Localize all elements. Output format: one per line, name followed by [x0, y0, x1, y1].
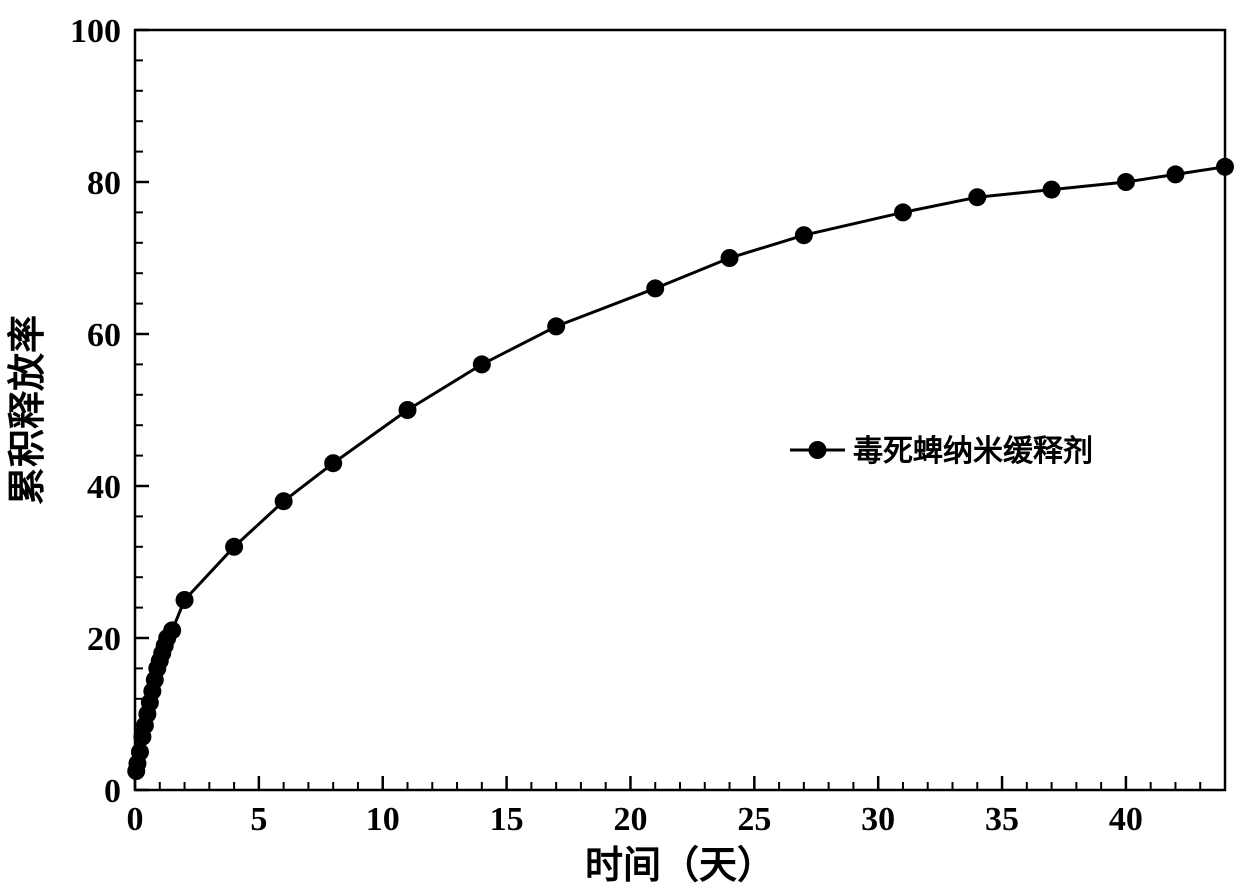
data-marker [131, 743, 149, 761]
y-tick-label: 40 [87, 469, 121, 506]
x-tick-label: 5 [250, 801, 267, 838]
y-tick-label: 100 [70, 13, 121, 50]
data-marker [275, 492, 293, 510]
data-marker [1117, 173, 1135, 191]
x-tick-label: 0 [127, 801, 144, 838]
x-tick-label: 30 [861, 801, 895, 838]
data-line [136, 167, 1225, 771]
y-tick-label: 60 [87, 317, 121, 354]
data-marker [795, 226, 813, 244]
legend: 毒死蜱纳米缓释剂 [790, 435, 1093, 468]
data-marker [176, 591, 194, 609]
data-marker [968, 188, 986, 206]
legend-marker-icon [809, 441, 827, 459]
x-tick-label: 35 [985, 801, 1019, 838]
data-marker [547, 317, 565, 335]
x-axis-title: 时间（天） [585, 845, 775, 887]
data-marker [1043, 181, 1061, 199]
y-tick-label: 20 [87, 621, 121, 658]
data-marker [894, 203, 912, 221]
x-tick-label: 40 [1109, 801, 1143, 838]
data-marker [1216, 158, 1234, 176]
y-tick-label: 80 [87, 165, 121, 202]
data-marker [721, 249, 739, 267]
data-marker [1166, 165, 1184, 183]
x-tick-label: 15 [490, 801, 524, 838]
chart-container: 0 5 10 15 20 25 30 35 40 0 20 40 60 80 100 时间（天） 累积释放率毒死… [0, 0, 1240, 891]
y-axis-title: 累积释放率 [7, 315, 49, 505]
x-tick-label: 20 [613, 801, 647, 838]
data-marker [324, 454, 342, 472]
x-tick-label: 10 [366, 801, 400, 838]
data-marker [163, 621, 181, 639]
legend-label: 毒死蜱纳米缓释剂 [853, 435, 1093, 468]
plot-border [135, 30, 1225, 790]
x-tick-label: 25 [737, 801, 771, 838]
y-tick-label: 0 [104, 773, 121, 810]
data-marker [473, 355, 491, 373]
data-marker [225, 538, 243, 556]
data-marker [399, 401, 417, 419]
release-rate-chart: 0 5 10 15 20 25 30 35 40 0 20 40 60 80 100 时间（天） 累积释放率毒死… [0, 0, 1240, 891]
data-marker [646, 279, 664, 297]
